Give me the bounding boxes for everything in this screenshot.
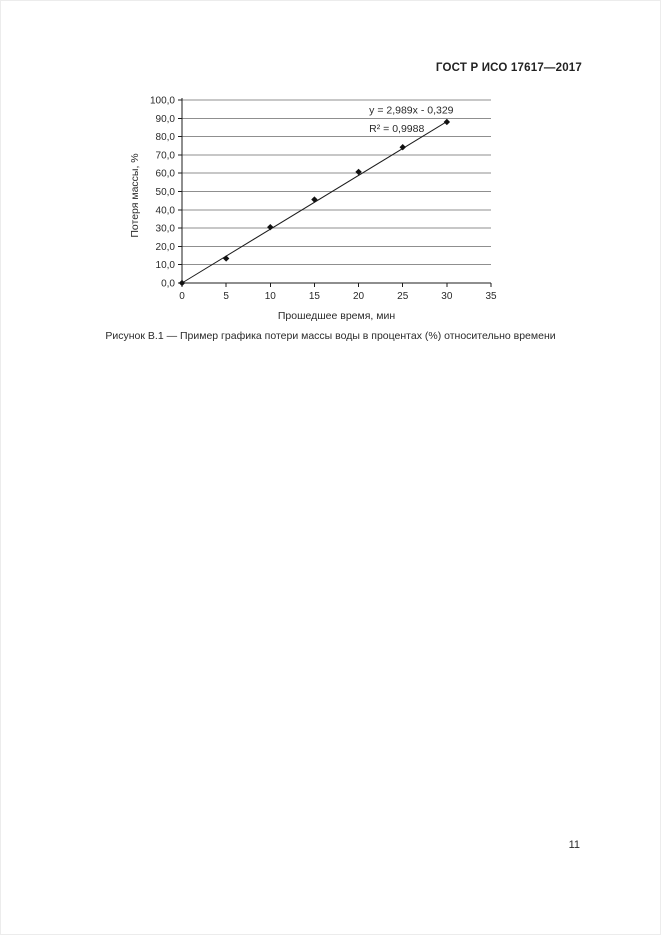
annotation-equation: y = 2,989x - 0,329: [369, 105, 454, 117]
svg-text:35: 35: [485, 291, 497, 302]
document-header: ГОСТ Р ИСО 17617—2017: [435, 62, 582, 74]
figure-caption: Рисунок В.1 — Пример графика потери масс…: [105, 330, 556, 342]
svg-text:10: 10: [265, 291, 277, 302]
figure-b1: 0,0 10,0 20,0 30,0 40,0 50,0 60,0 70,0 80,0 90,0 1…: [96, 86, 556, 331]
data-point-marker: [355, 168, 362, 176]
svg-text:10,0: 10,0: [156, 260, 176, 271]
x-tick-labels: 0 5 10 15 20 25 30 35: [179, 291, 497, 302]
svg-text:50,0: 50,0: [156, 187, 176, 198]
annotation-r-squared: R² = 0,9988: [369, 123, 424, 135]
data-point-marker: [267, 223, 274, 231]
data-point-marker: [311, 196, 318, 203]
svg-text:40,0: 40,0: [156, 205, 176, 216]
svg-text:15: 15: [309, 291, 321, 302]
y-axis-title: Потеря массы, %: [129, 153, 141, 237]
svg-text:20,0: 20,0: [156, 242, 176, 253]
svg-text:80,0: 80,0: [156, 132, 176, 143]
data-point-marker: [399, 144, 406, 151]
svg-text:25: 25: [397, 291, 409, 302]
page-number: 11: [568, 839, 580, 851]
svg-text:0: 0: [179, 291, 185, 302]
svg-text:60,0: 60,0: [156, 169, 176, 180]
data-point-marker: [222, 255, 230, 262]
svg-text:0,0: 0,0: [161, 279, 175, 290]
svg-text:20: 20: [353, 291, 365, 302]
svg-text:30,0: 30,0: [156, 224, 176, 235]
gridlines: [182, 99, 491, 266]
svg-text:5: 5: [223, 291, 229, 302]
svg-text:30: 30: [441, 291, 453, 302]
x-axis-title: Прошедшее время, мин: [278, 310, 395, 322]
svg-text:100,0: 100,0: [150, 96, 175, 107]
svg-text:70,0: 70,0: [156, 150, 176, 161]
data-point-marker: [443, 118, 451, 126]
data-points: [178, 118, 451, 287]
y-tick-labels: 0,0 10,0 20,0 30,0 40,0 50,0 60,0 70,0 80,0 90,0 1…: [150, 96, 175, 290]
mass-loss-chart: 0,0 10,0 20,0 30,0 40,0 50,0 60,0 70,0 80,0 90,0 1…: [129, 96, 497, 323]
data-point-marker: [178, 279, 186, 287]
svg-text:90,0: 90,0: [156, 114, 176, 125]
